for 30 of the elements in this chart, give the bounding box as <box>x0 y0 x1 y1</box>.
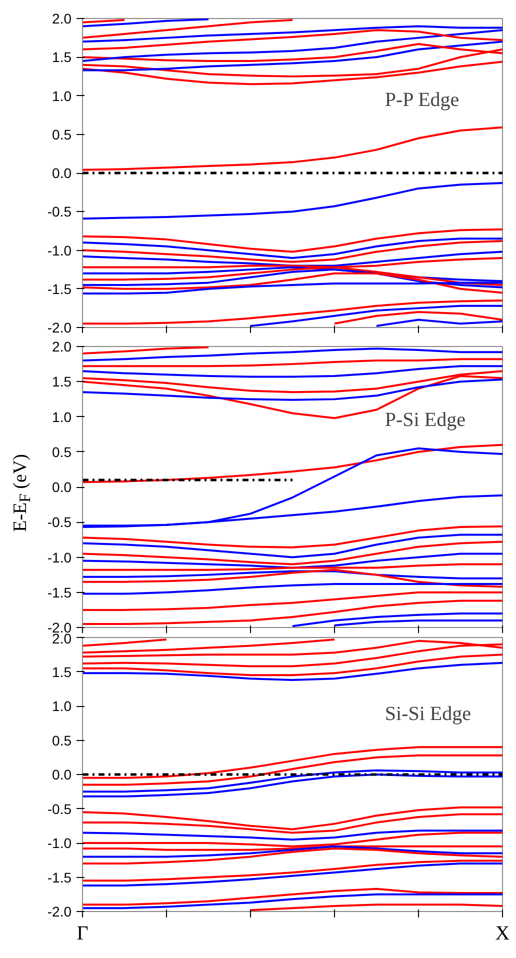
y-tick-label: 1.0 <box>52 408 72 425</box>
annotation: Si-Si Edge <box>384 703 472 726</box>
y-tick-label: -0.5 <box>47 514 72 530</box>
y-tick-label: -1.0 <box>47 835 72 851</box>
y-tick-label: 1.5 <box>52 664 72 680</box>
y-tick-label: 2.0 <box>52 338 72 354</box>
annotation: P-Si Edge <box>384 408 466 431</box>
y-tick-label: -2.0 <box>47 320 72 336</box>
y-tick-label: 0.5 <box>52 444 72 460</box>
y-tick-label: 0.5 <box>52 732 72 748</box>
y-tick-label: -0.5 <box>47 800 72 817</box>
y-tick-label: -1.0 <box>47 549 72 566</box>
y-tick-label: 1.5 <box>52 49 72 66</box>
y-tick-label: 2.0 <box>52 10 72 26</box>
y-tick-label: -1.0 <box>47 242 72 258</box>
y-tick-label: 0.5 <box>52 126 72 142</box>
y-tick-label: 1.0 <box>52 88 72 104</box>
y-tick-label: -1.5 <box>47 584 72 600</box>
y-tick-label: -1.5 <box>47 280 72 297</box>
y-tick-label: 1.0 <box>52 698 72 714</box>
y-tick-label: 0.0 <box>52 479 72 495</box>
y-tick-label: 0.0 <box>52 165 72 181</box>
y-tick-label: -2.0 <box>47 904 72 920</box>
x-tick-label: Γ <box>76 922 88 944</box>
annotation: P-P Edge <box>384 89 460 112</box>
y-tick-label: -1.5 <box>47 869 72 886</box>
y-tick-label: 1.5 <box>52 374 72 390</box>
y-tick-label: 0.0 <box>52 766 72 782</box>
x-tick-label: X <box>495 922 510 944</box>
y-tick-label: -0.5 <box>47 204 72 220</box>
